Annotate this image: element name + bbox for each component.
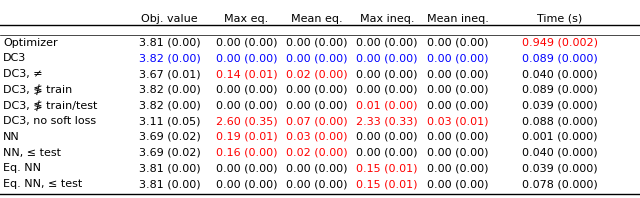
Text: Max eq.: Max eq. <box>224 14 269 24</box>
Text: DC3, ≸ train: DC3, ≸ train <box>3 84 72 95</box>
Text: 3.81 (0.00): 3.81 (0.00) <box>139 179 200 189</box>
Text: Eq. NN: Eq. NN <box>3 163 41 173</box>
Text: 3.69 (0.02): 3.69 (0.02) <box>139 132 200 142</box>
Text: 3.81 (0.00): 3.81 (0.00) <box>139 37 200 48</box>
Text: 0.00 (0.00): 0.00 (0.00) <box>216 100 277 110</box>
Text: Obj. value: Obj. value <box>141 14 198 24</box>
Text: 0.00 (0.00): 0.00 (0.00) <box>286 85 348 95</box>
Text: DC3, no soft loss: DC3, no soft loss <box>3 116 97 126</box>
Text: 0.001 (0.000): 0.001 (0.000) <box>522 132 598 142</box>
Text: 0.00 (0.00): 0.00 (0.00) <box>286 179 348 189</box>
Text: 3.11 (0.05): 3.11 (0.05) <box>139 116 200 126</box>
Text: 0.02 (0.00): 0.02 (0.00) <box>286 69 348 79</box>
Text: Max ineq.: Max ineq. <box>360 14 415 24</box>
Text: 0.00 (0.00): 0.00 (0.00) <box>216 163 277 173</box>
Text: 0.15 (0.01): 0.15 (0.01) <box>356 163 418 173</box>
Text: DC3: DC3 <box>3 53 26 63</box>
Text: 0.03 (0.00): 0.03 (0.00) <box>286 132 348 142</box>
Text: 0.00 (0.00): 0.00 (0.00) <box>427 132 488 142</box>
Text: 0.00 (0.00): 0.00 (0.00) <box>356 37 418 48</box>
Text: 0.14 (0.01): 0.14 (0.01) <box>216 69 277 79</box>
Text: 3.69 (0.02): 3.69 (0.02) <box>139 148 200 158</box>
Text: Eq. NN, ≤ test: Eq. NN, ≤ test <box>3 179 83 189</box>
Text: 0.078 (0.000): 0.078 (0.000) <box>522 179 598 189</box>
Text: 2.60 (0.35): 2.60 (0.35) <box>216 116 277 126</box>
Text: 3.81 (0.00): 3.81 (0.00) <box>139 163 200 173</box>
Text: 0.00 (0.00): 0.00 (0.00) <box>356 148 418 158</box>
Text: 0.00 (0.00): 0.00 (0.00) <box>427 53 488 63</box>
Text: Mean ineq.: Mean ineq. <box>427 14 488 24</box>
Text: 3.82 (0.00): 3.82 (0.00) <box>139 100 200 110</box>
Text: 0.00 (0.00): 0.00 (0.00) <box>216 37 277 48</box>
Text: 0.089 (0.000): 0.089 (0.000) <box>522 85 598 95</box>
Text: 0.949 (0.002): 0.949 (0.002) <box>522 37 598 48</box>
Text: 0.00 (0.00): 0.00 (0.00) <box>427 37 488 48</box>
Text: Time (s): Time (s) <box>538 14 582 24</box>
Text: 0.19 (0.01): 0.19 (0.01) <box>216 132 277 142</box>
Text: 0.07 (0.00): 0.07 (0.00) <box>286 116 348 126</box>
Text: 0.040 (0.000): 0.040 (0.000) <box>522 148 598 158</box>
Text: 0.00 (0.00): 0.00 (0.00) <box>427 179 488 189</box>
Text: 0.00 (0.00): 0.00 (0.00) <box>286 53 348 63</box>
Text: NN: NN <box>3 132 20 142</box>
Text: Mean eq.: Mean eq. <box>291 14 342 24</box>
Text: 0.00 (0.00): 0.00 (0.00) <box>216 85 277 95</box>
Text: 0.00 (0.00): 0.00 (0.00) <box>356 69 418 79</box>
Text: 0.00 (0.00): 0.00 (0.00) <box>286 163 348 173</box>
Text: 0.00 (0.00): 0.00 (0.00) <box>286 100 348 110</box>
Text: 0.088 (0.000): 0.088 (0.000) <box>522 116 598 126</box>
Text: 2.33 (0.33): 2.33 (0.33) <box>356 116 418 126</box>
Text: 0.00 (0.00): 0.00 (0.00) <box>286 37 348 48</box>
Text: 0.00 (0.00): 0.00 (0.00) <box>427 163 488 173</box>
Text: DC3, ≸ train/test: DC3, ≸ train/test <box>3 100 97 111</box>
Text: 0.089 (0.000): 0.089 (0.000) <box>522 53 598 63</box>
Text: 0.00 (0.00): 0.00 (0.00) <box>427 69 488 79</box>
Text: 0.00 (0.00): 0.00 (0.00) <box>356 85 418 95</box>
Text: 0.00 (0.00): 0.00 (0.00) <box>216 179 277 189</box>
Text: 0.040 (0.000): 0.040 (0.000) <box>522 69 598 79</box>
Text: 0.01 (0.00): 0.01 (0.00) <box>356 100 418 110</box>
Text: 0.03 (0.01): 0.03 (0.01) <box>427 116 488 126</box>
Text: 3.67 (0.01): 3.67 (0.01) <box>139 69 200 79</box>
Text: 0.039 (0.000): 0.039 (0.000) <box>522 163 598 173</box>
Text: 0.15 (0.01): 0.15 (0.01) <box>356 179 418 189</box>
Text: 0.00 (0.00): 0.00 (0.00) <box>356 132 418 142</box>
Text: Optimizer: Optimizer <box>3 37 58 48</box>
Text: 0.02 (0.00): 0.02 (0.00) <box>286 148 348 158</box>
Text: 0.039 (0.000): 0.039 (0.000) <box>522 100 598 110</box>
Text: 3.82 (0.00): 3.82 (0.00) <box>139 53 200 63</box>
Text: DC3, ≠: DC3, ≠ <box>3 69 43 79</box>
Text: 0.00 (0.00): 0.00 (0.00) <box>216 53 277 63</box>
Text: 0.16 (0.00): 0.16 (0.00) <box>216 148 277 158</box>
Text: 0.00 (0.00): 0.00 (0.00) <box>356 53 418 63</box>
Text: 0.00 (0.00): 0.00 (0.00) <box>427 100 488 110</box>
Text: 0.00 (0.00): 0.00 (0.00) <box>427 85 488 95</box>
Text: 3.82 (0.00): 3.82 (0.00) <box>139 85 200 95</box>
Text: NN, ≤ test: NN, ≤ test <box>3 148 61 158</box>
Text: 0.00 (0.00): 0.00 (0.00) <box>427 148 488 158</box>
